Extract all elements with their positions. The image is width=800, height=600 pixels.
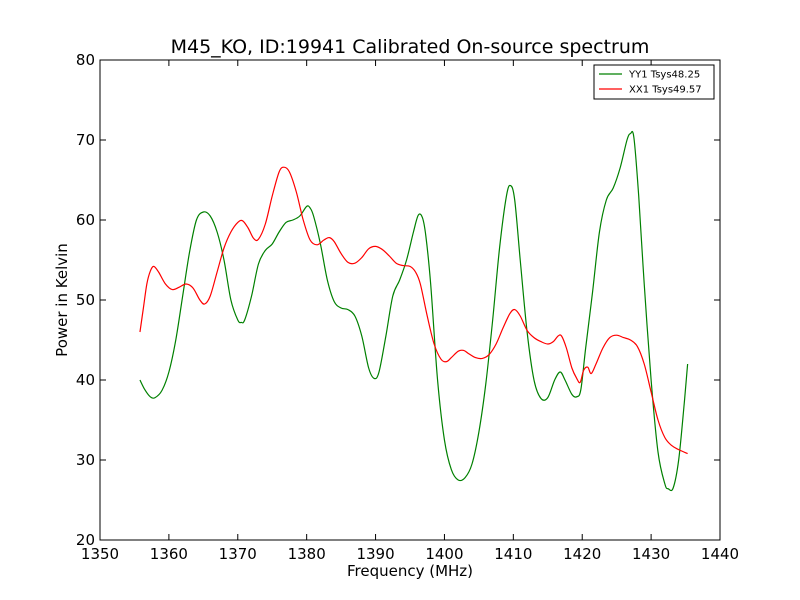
x-tick-label: 1370 (219, 545, 257, 563)
x-tick-label: 1380 (288, 545, 326, 563)
x-tick-label: 1430 (632, 545, 670, 563)
y-tick-label: 20 (76, 531, 95, 549)
y-axis-label: Power in Kelvin (53, 243, 71, 357)
y-tick-label: 30 (76, 451, 95, 469)
y-tick-label: 70 (76, 131, 95, 149)
legend-label-1: YY1 Tsys48.25 (628, 70, 700, 81)
y-tick-label: 80 (76, 51, 95, 69)
legend-label-2: XX1 Tsys49.57 (629, 85, 702, 96)
y-tick-label: 40 (76, 371, 95, 389)
legend-box (593, 64, 715, 100)
x-tick-label: 1410 (494, 545, 532, 563)
x-tick-label: 1400 (425, 545, 463, 563)
x-tick-label: 1420 (563, 545, 601, 563)
x-tick-label: 1440 (701, 545, 739, 563)
legend: YY1 Tsys48.25 XX1 Tsys49.57 (593, 64, 715, 100)
x-axis-label: Frequency (MHz) (347, 562, 473, 580)
x-tick-label: 1390 (356, 545, 394, 563)
x-tick-label: 1350 (81, 545, 119, 563)
series-layer (139, 130, 689, 492)
series-line-2 (139, 166, 688, 455)
y-tick-label: 60 (76, 211, 95, 229)
chart-title: M45_KO, ID:19941 Calibrated On-source sp… (171, 36, 650, 58)
x-axis: 1350 1360 1370 1380 1390 1400 1410 1420 1430 1440 (81, 60, 739, 563)
plot-area (100, 60, 720, 540)
y-tick-label: 50 (76, 291, 95, 309)
series-line-1 (139, 130, 689, 492)
y-axis: 20 30 40 50 60 70 80 (76, 51, 720, 549)
x-tick-label: 1360 (150, 545, 188, 563)
